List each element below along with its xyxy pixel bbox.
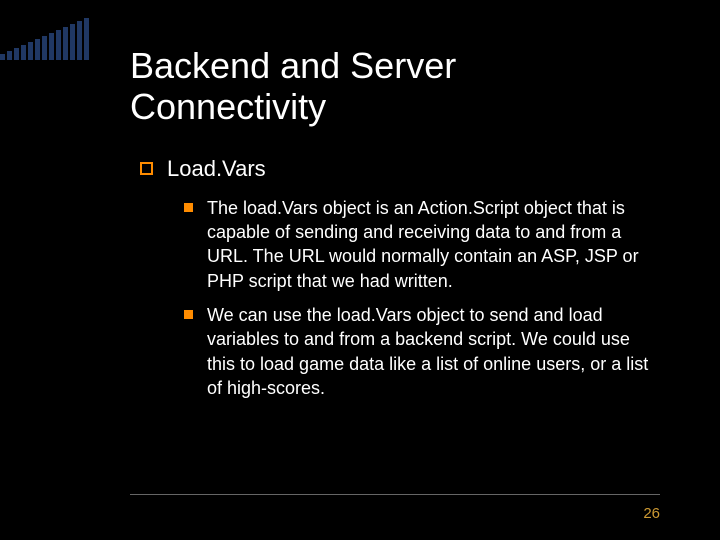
outline-level2-item: We can use the load.Vars object to send … xyxy=(184,303,660,400)
deco-bar xyxy=(56,30,61,60)
level2-text: We can use the load.Vars object to send … xyxy=(207,303,660,400)
slide-content: Backend and Server Connectivity Load.Var… xyxy=(130,45,660,410)
deco-bar xyxy=(0,54,5,60)
footer-divider xyxy=(130,494,660,495)
bullet-fill-icon xyxy=(184,310,193,319)
deco-bar xyxy=(14,48,19,60)
outline-level1-item: Load.Vars xyxy=(140,156,660,182)
deco-bar xyxy=(70,24,75,60)
deco-bar xyxy=(49,33,54,60)
level2-text: The load.Vars object is an Action.Script… xyxy=(207,196,660,293)
deco-bar xyxy=(84,18,89,60)
deco-bar xyxy=(28,42,33,60)
bullet-fill-icon xyxy=(184,203,193,212)
deco-bar xyxy=(63,27,68,60)
deco-bar xyxy=(42,36,47,60)
deco-bar xyxy=(77,21,82,60)
deco-bar xyxy=(21,45,26,60)
deco-bar xyxy=(35,39,40,60)
corner-decoration xyxy=(0,18,89,60)
outline-level2-item: The load.Vars object is an Action.Script… xyxy=(184,196,660,293)
page-number: 26 xyxy=(643,505,660,522)
level1-label: Load.Vars xyxy=(167,156,266,182)
bullet-outline-icon xyxy=(140,162,153,175)
slide-title: Backend and Server Connectivity xyxy=(130,45,660,128)
deco-bar xyxy=(7,51,12,60)
